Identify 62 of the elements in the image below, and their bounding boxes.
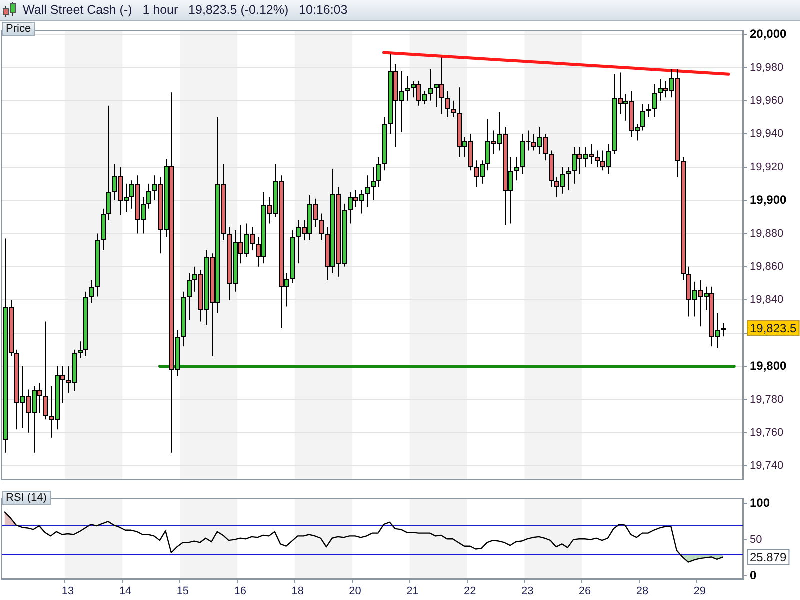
candlestick	[428, 68, 433, 102]
y-tick-label: 100	[750, 496, 770, 510]
candlestick	[146, 183, 151, 210]
y-tick-label: 19,920	[750, 161, 784, 174]
y-tick-label: 19,740	[750, 460, 784, 472]
candlestick	[187, 273, 192, 321]
candlestick	[382, 117, 387, 172]
y-tick-label: 20,000	[750, 26, 788, 41]
candlestick	[89, 280, 94, 304]
candlestick	[405, 76, 410, 102]
chart-title: Wall Street Cash (-) 1 hour 19,823.5 (-0.12%) 10:16:03	[23, 3, 348, 17]
x-tick-label: 16	[234, 586, 247, 598]
candlestick	[514, 156, 519, 182]
candlestick	[681, 156, 686, 281]
y-tick-label: 50	[750, 534, 762, 546]
y-tick-label: 19,840	[750, 294, 784, 306]
candlestick	[371, 166, 376, 202]
candlestick	[549, 150, 554, 188]
y-tick-label: 19,940	[750, 128, 784, 140]
candlestick	[652, 84, 657, 118]
x-tick-label: 29	[694, 586, 706, 598]
x-tick-label: 26	[578, 586, 592, 598]
candlestick	[445, 90, 450, 118]
y-tick-label: 19,880	[750, 228, 784, 240]
candlestick	[566, 166, 571, 192]
candlestick	[181, 291, 186, 348]
x-tick-label: 28	[636, 586, 649, 598]
x-tick-label: 15	[176, 586, 190, 598]
y-tick-label: 19,780	[750, 394, 784, 406]
y-tick-label: 19,860	[750, 260, 784, 273]
candlestick	[43, 321, 48, 420]
candlestick	[376, 156, 381, 188]
candlestick	[290, 230, 295, 284]
x-tick-label: 21	[406, 586, 419, 598]
y-axis-title: RSI (14)	[2, 491, 51, 505]
x-tick-label: 23	[521, 586, 534, 598]
x-tick-label: 18	[292, 586, 304, 598]
candlestick	[106, 105, 111, 221]
candlestick	[78, 341, 83, 359]
x-tick-label: 22	[464, 586, 476, 598]
y-tick-label: 19,900	[750, 192, 788, 207]
y-tick-label: 0	[750, 568, 757, 582]
candlestick	[95, 233, 100, 298]
text: 25.879	[750, 550, 788, 564]
candlestick	[101, 208, 106, 251]
candlestick	[365, 175, 370, 208]
candlestick	[646, 104, 651, 118]
x-tick-label: 13	[62, 586, 74, 598]
x-tick-label: 20	[349, 586, 362, 598]
y-tick-label: 19,760	[750, 426, 784, 439]
y-tick-label: 19,800	[750, 358, 788, 373]
candlestick	[319, 213, 324, 241]
y-axis-title: Price	[2, 22, 36, 36]
candlestick	[83, 291, 88, 358]
y-tick-label: 19,980	[750, 62, 784, 74]
x-tick-label: 14	[119, 586, 132, 598]
y-tick-label: 19,960	[750, 94, 784, 107]
candlestick	[595, 150, 600, 168]
text: 19,823.5	[750, 321, 798, 336]
candlestick	[640, 104, 645, 132]
candlestick	[721, 322, 726, 338]
candlestick	[451, 100, 456, 118]
